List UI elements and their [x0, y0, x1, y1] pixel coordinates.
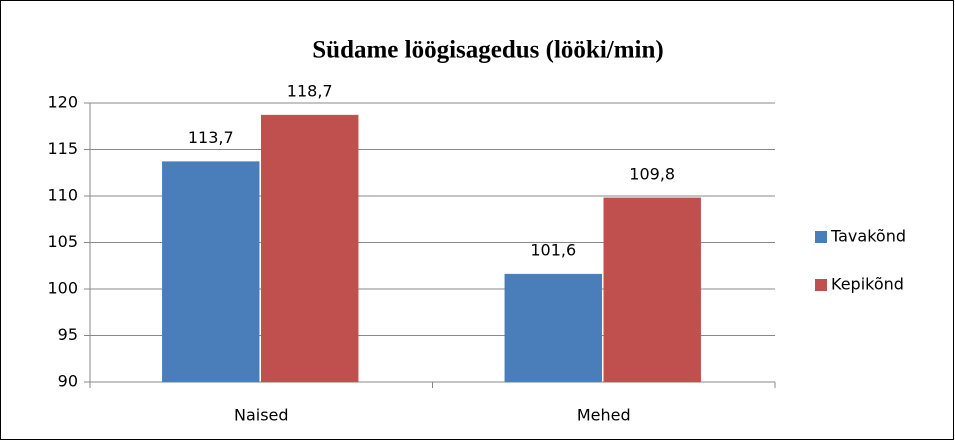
bar	[261, 114, 359, 383]
y-tick-label: 115	[47, 139, 78, 158]
y-tick-label: 95	[58, 325, 78, 344]
y-tick-label: 90	[58, 372, 78, 391]
value-label: 113,7	[188, 128, 234, 147]
legend-label: Kepikõnd	[831, 275, 904, 294]
legend-swatch	[815, 231, 827, 243]
bar	[162, 161, 260, 383]
y-tick-label: 100	[47, 279, 78, 298]
bar	[603, 197, 701, 383]
y-tick-label: 105	[47, 232, 78, 251]
x-tick-label: Mehed	[577, 406, 631, 425]
y-tick-label: 110	[47, 186, 78, 205]
value-label: 109,8	[629, 164, 675, 183]
bar	[504, 273, 603, 383]
chart-title: Südame löögisagedus (lööki/min)	[312, 37, 663, 64]
y-tick-label: 120	[47, 93, 78, 112]
value-label: 118,7	[287, 82, 333, 101]
value-label: 101,6	[530, 241, 576, 260]
legend-swatch	[815, 279, 827, 291]
legend-label: Tavakõnd	[830, 227, 906, 246]
x-tick-label: Naised	[234, 406, 289, 425]
